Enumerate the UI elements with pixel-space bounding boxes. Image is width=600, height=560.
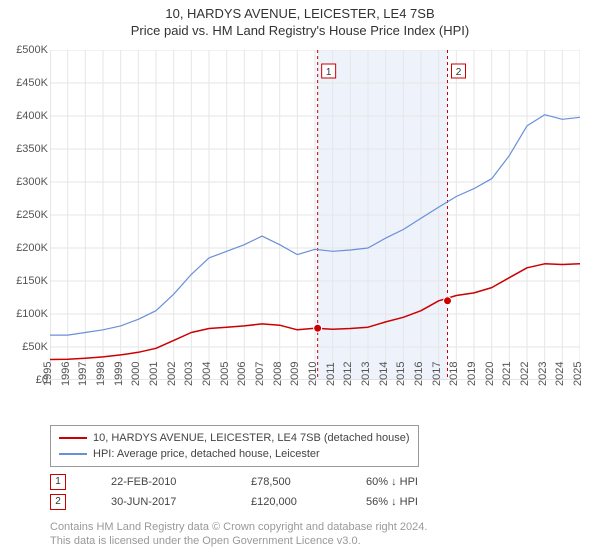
x-tick-label: 2007 [254, 362, 266, 386]
x-tick-label: 2016 [413, 362, 425, 386]
x-tick-label: 2005 [218, 362, 230, 386]
marker-row: 1 22-FEB-2010 £78,500 60% ↓ HPI [50, 472, 466, 492]
x-tick-label: 2006 [236, 362, 248, 386]
legend-swatch [59, 437, 87, 439]
marker-date: 30-JUN-2017 [111, 496, 206, 508]
chart-subtitle: Price paid vs. HM Land Registry's House … [0, 21, 600, 44]
legend-label: 10, HARDYS AVENUE, LEICESTER, LE4 7SB (d… [93, 430, 410, 446]
x-tick-label: 2003 [183, 362, 195, 386]
legend: 10, HARDYS AVENUE, LEICESTER, LE4 7SB (d… [50, 425, 419, 467]
y-tick-label: £350K [16, 143, 48, 155]
x-tick-label: 2013 [360, 362, 372, 386]
chart-area: 12 [50, 50, 580, 380]
legend-item: HPI: Average price, detached house, Leic… [59, 446, 410, 462]
svg-text:1: 1 [326, 67, 332, 78]
y-tick-label: £500K [16, 44, 48, 56]
y-tick-label: £150K [16, 275, 48, 287]
x-tick-label: 2001 [148, 362, 160, 386]
x-tick-label: 2014 [377, 362, 389, 386]
x-tick-label: 2018 [448, 362, 460, 386]
x-tick-label: 2015 [395, 362, 407, 386]
svg-text:2: 2 [456, 67, 462, 78]
x-tick-label: 2025 [572, 362, 584, 386]
footer-text: Contains HM Land Registry data © Crown c… [50, 520, 427, 548]
x-tick-label: 2019 [466, 362, 478, 386]
x-tick-label: 1998 [95, 362, 107, 386]
x-tick-label: 2022 [519, 362, 531, 386]
y-tick-label: £50K [22, 341, 48, 353]
x-tick-label: 2009 [289, 362, 301, 386]
chart-title: 10, HARDYS AVENUE, LEICESTER, LE4 7SB [0, 0, 600, 21]
x-tick-label: 1997 [77, 362, 89, 386]
y-tick-label: £300K [16, 176, 48, 188]
chart-svg: 12 [50, 50, 580, 380]
x-tick-label: 1996 [59, 362, 71, 386]
legend-swatch [59, 453, 87, 455]
x-tick-label: 1995 [42, 362, 54, 386]
marker-delta: 60% ↓ HPI [366, 476, 466, 488]
x-tick-label: 2011 [325, 362, 337, 386]
footer-line-2: This data is licensed under the Open Gov… [50, 534, 427, 548]
x-tick-label: 2017 [430, 362, 442, 386]
x-tick-label: 2024 [554, 362, 566, 386]
x-tick-label: 2004 [201, 362, 213, 386]
marker-price: £78,500 [251, 476, 321, 488]
marker-table: 1 22-FEB-2010 £78,500 60% ↓ HPI 2 30-JUN-2017… [50, 472, 466, 512]
y-tick-label: £400K [16, 110, 48, 122]
x-tick-label: 1999 [112, 362, 124, 386]
marker-row: 2 30-JUN-2017 £120,000 56% ↓ HPI [50, 492, 466, 512]
x-tick-label: 2010 [307, 362, 319, 386]
x-tick-label: 2008 [271, 362, 283, 386]
marker-badge: 1 [50, 474, 66, 490]
footer-line-1: Contains HM Land Registry data © Crown c… [50, 520, 427, 534]
x-tick-label: 2023 [536, 362, 548, 386]
marker-price: £120,000 [251, 496, 321, 508]
y-tick-label: £250K [16, 209, 48, 221]
marker-delta: 56% ↓ HPI [366, 496, 466, 508]
marker-date: 22-FEB-2010 [111, 476, 206, 488]
y-tick-label: £100K [16, 308, 48, 320]
x-tick-label: 2002 [165, 362, 177, 386]
x-tick-label: 2021 [501, 362, 513, 386]
x-tick-label: 2012 [342, 362, 354, 386]
legend-label: HPI: Average price, detached house, Leic… [93, 446, 320, 462]
x-tick-label: 2020 [483, 362, 495, 386]
y-tick-label: £450K [16, 77, 48, 89]
x-tick-label: 2000 [130, 362, 142, 386]
y-tick-label: £200K [16, 242, 48, 254]
legend-item: 10, HARDYS AVENUE, LEICESTER, LE4 7SB (d… [59, 430, 410, 446]
marker-badge: 2 [50, 494, 66, 510]
